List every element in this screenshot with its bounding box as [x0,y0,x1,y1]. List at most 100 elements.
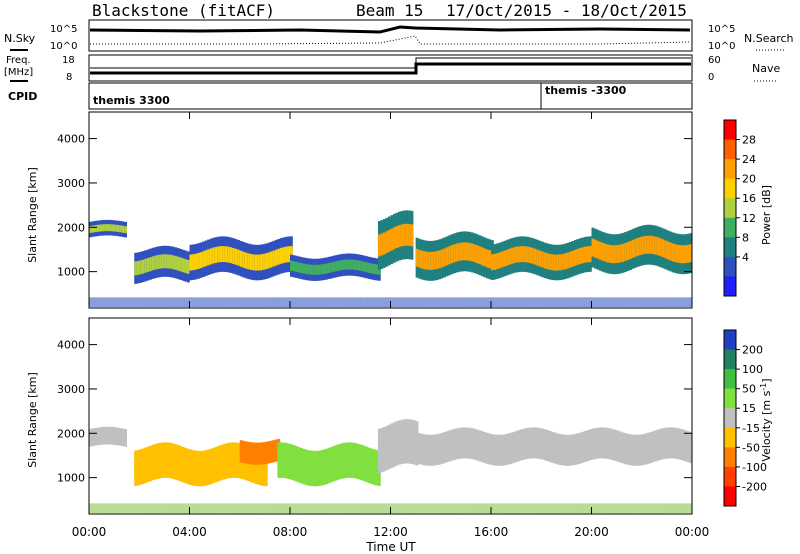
heatmap-cell [282,452,286,469]
ground-scatter-cell [249,503,253,514]
heatmap-cell [601,242,605,261]
heatmap-cell [184,259,188,274]
nsky-label: N.Sky [4,32,36,45]
ground-scatter-cell [124,297,127,308]
ground-scatter-cell [485,503,489,514]
ground-scatter-cell [508,503,512,514]
heatmap-cell [435,251,439,270]
ground-scatter-cell [413,297,416,308]
ground-scatter-cell [126,297,130,308]
heatmap-cell [362,261,366,272]
heatmap-cell [372,263,376,274]
velocity-y-axis: 1000 2000 3000 4000 [57,339,692,485]
heatmap-cell [689,440,693,455]
ground-scatter-cell [189,503,193,514]
heatmap-cell [257,459,261,476]
heatmap-cell [576,441,580,456]
heatmap-cell [249,456,253,473]
heatmap-cell [335,261,339,272]
ground-scatter-cell [297,297,301,308]
x-tick-label: 16:00 [474,525,509,539]
ground-scatter-cell [297,503,301,514]
ground-scatter-cell [599,503,602,514]
ground-scatter-cell [302,503,306,514]
heatmap-cell [551,254,555,271]
heatmap-cell [164,452,168,469]
ground-scatter-cell [156,503,160,514]
ground-scatter-cell [335,503,338,514]
ground-scatter-cell [488,297,492,308]
ground-scatter-cell [681,297,685,308]
heatmap-cell [355,453,359,469]
colorbar-frame [723,329,737,507]
ground-scatter-cell [636,297,640,308]
heatmap-cell [99,432,102,441]
ground-scatter-cell [119,297,122,308]
ground-scatter-cell [636,503,640,514]
ground-scatter-cell [413,503,416,514]
ground-scatter-cell [204,503,208,514]
heatmap-cell [305,459,308,476]
heatmap-cell [106,431,110,440]
heatmap-cell [377,234,381,257]
heatmap-cell [99,224,102,232]
heatmap-cell [669,242,673,261]
ground-scatter-cell [332,503,336,514]
ground-scatter-cell [541,503,544,514]
ground-scatter-cell [553,503,557,514]
ground-scatter-cell [410,503,414,514]
ground-scatter-cell [664,503,667,514]
ground-scatter-cell [181,297,185,308]
ground-scatter-cell [345,297,348,308]
ground-scatter-cell [543,503,547,514]
heatmap-cell [641,442,645,457]
heatmap-cell [563,253,567,270]
colorbar-tick-label: 20 [742,173,756,186]
heatmap-cell [124,226,127,234]
heatmap-cell [629,240,632,259]
ground-scatter-cell [287,297,291,308]
ground-scatter-cell [106,297,110,308]
heatmap-cell [483,248,487,267]
ground-scatter-cell [272,503,276,514]
ground-scatter-cell [666,503,670,514]
ground-scatter-cell [491,297,494,308]
heatmap-cell [262,460,266,477]
heatmap-cell [249,448,253,459]
heatmap-cell [480,439,484,454]
heatmap-cell [212,247,215,264]
ground-scatter-cell [485,297,489,308]
ground-scatter-cell [284,297,288,308]
ground-scatter-cell [523,503,527,514]
ground-scatter-cell [571,297,574,308]
heatmap-cell [521,437,524,452]
heatmap-cell [171,255,175,270]
ground-scatter-cell [106,503,110,514]
ground-scatter-cell [611,503,615,514]
heatmap-cell [144,457,148,474]
heatmap-cell [621,243,625,262]
heatmap-cell [141,259,145,274]
heatmap-cell [654,438,658,453]
ground-scatter-cell [586,297,590,308]
heatmap-cell [596,436,600,451]
heatmap-cell [654,236,658,255]
ground-scatter-cell [629,297,632,308]
heatmap-cell [609,436,612,451]
heatmap-cell [372,459,376,476]
heatmap-cell [423,251,426,270]
ground-scatter-cell [551,503,554,514]
ground-scatter-cell [483,503,487,514]
heatmap-cell [533,248,537,265]
heatmap-cell [269,446,273,457]
ground-scatter-cell [104,297,107,308]
heatmap-cell [174,255,178,270]
ground-scatter-cell [232,503,235,514]
heatmap-cell [114,224,117,232]
ground-scatter-cell [576,297,580,308]
heatmap-cell [483,440,487,455]
power-y-label: Slant Range [km] [26,167,39,263]
ground-scatter-cell [94,503,97,514]
heatmap-cell [468,242,472,261]
ground-scatter-cell [179,503,183,514]
